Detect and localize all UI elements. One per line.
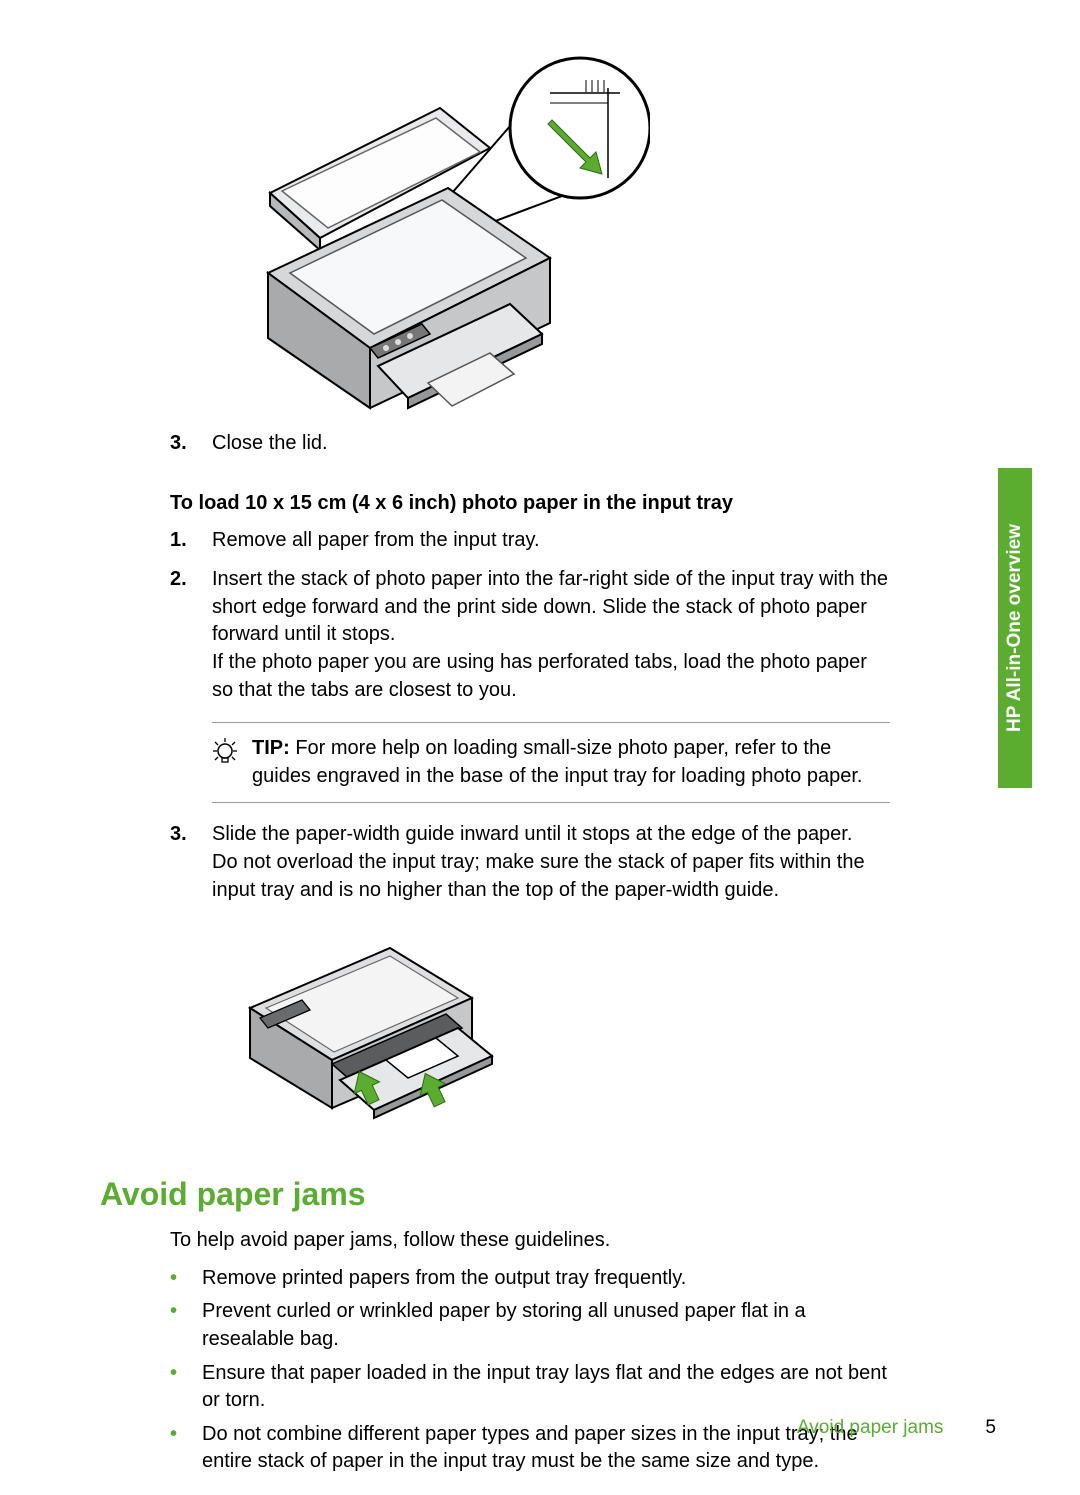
bullet-list: • Remove printed papers from the output … [170,1265,1010,1476]
bullet-icon: • [170,1360,184,1415]
list-item: • Ensure that paper loaded in the input … [170,1360,890,1415]
tip-body: For more help on loading small-size phot… [252,737,862,787]
tip-callout: TIP: For more help on loading small-size… [212,722,890,803]
side-tab-label: HP All-in-One overview [1004,524,1026,732]
step-text: Remove all paper from the input tray. [212,527,890,555]
step-number: 2. [170,566,194,704]
list-item-text: Do not combine different paper types and… [202,1421,890,1476]
step-number: 3. [170,821,194,904]
step-number: 1. [170,527,194,555]
section-intro: To help avoid paper jams, follow these g… [170,1227,1010,1255]
step-text: Close the lid. [212,430,890,458]
footer-section-link: Avoid paper jams [797,1417,943,1439]
tip-text: TIP: For more help on loading small-size… [252,735,882,790]
step-text: Slide the paper-width guide inward until… [212,821,890,904]
page-footer: Avoid paper jams 5 [797,1417,996,1439]
illustration-printer-lid-open [190,48,650,418]
procedure-subheading: To load 10 x 15 cm (4 x 6 inch) photo pa… [170,492,1010,515]
step-line: 3. Slide the paper-width guide inward un… [170,821,1010,904]
list-item-text: Ensure that paper loaded in the input tr… [202,1360,890,1415]
illustration-load-photo-paper [210,928,510,1128]
list-item-text: Remove printed papers from the output tr… [202,1265,686,1293]
page-number: 5 [985,1417,996,1439]
tip-icon [212,737,238,790]
list-item-text: Prevent curled or wrinkled paper by stor… [202,1298,890,1353]
section-heading: Avoid paper jams [100,1176,1010,1213]
step-line: 1. Remove all paper from the input tray. [170,527,1010,555]
bullet-icon: • [170,1421,184,1476]
bullet-icon: • [170,1298,184,1353]
tip-label: TIP: [252,737,290,759]
step-line: 3. Close the lid. [170,430,1010,458]
step-line: 2. Insert the stack of photo paper into … [170,566,1010,704]
bullet-icon: • [170,1265,184,1293]
list-item: • Remove printed papers from the output … [170,1265,890,1293]
list-item: • Prevent curled or wrinkled paper by st… [170,1298,890,1353]
step-text: Insert the stack of photo paper into the… [212,566,890,704]
side-tab: HP All-in-One overview [998,468,1032,788]
step-number: 3. [170,430,194,458]
list-item: • Do not combine different paper types a… [170,1421,890,1476]
